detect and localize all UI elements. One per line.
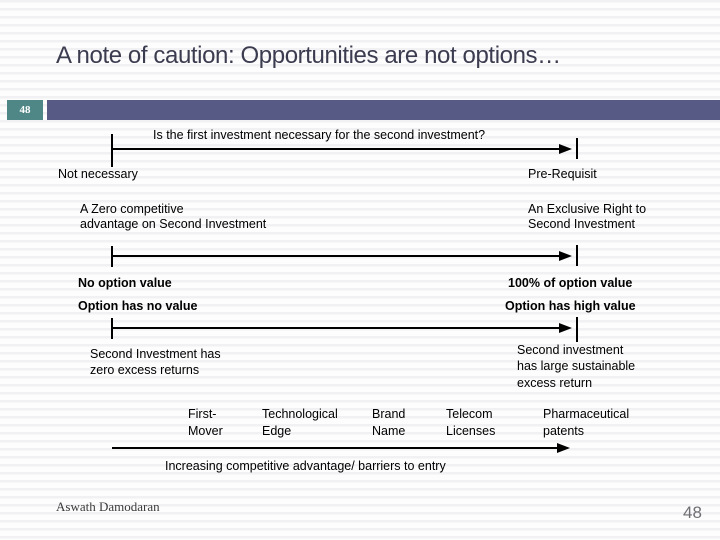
example-label: Brand [372, 407, 406, 421]
question-text: Is the first investment necessary for th… [153, 128, 486, 142]
right-result-line: has large sustainable [517, 359, 636, 373]
option-value-axis-line [112, 255, 560, 257]
right-value-line: Option has high value [505, 299, 636, 313]
right-branch-label: Pre-Requisit [528, 167, 597, 181]
left-branch-label: Not necessary [58, 167, 138, 181]
arrowhead-icon [557, 443, 570, 453]
example-label: Pharmaceutical [543, 407, 630, 421]
axis-end-tick [576, 245, 578, 266]
left-value-line: No option value [78, 276, 172, 290]
example-label: Mover [188, 424, 223, 438]
left-desc-line: advantage on Second Investment [80, 217, 267, 231]
example-label: Licenses [446, 424, 496, 438]
example-label: Edge [262, 424, 292, 438]
example-label: Name [372, 424, 406, 438]
right-value-line: 100% of option value [508, 276, 633, 290]
page-number: 48 [683, 503, 702, 522]
axis-end-tick [576, 317, 578, 342]
example-label: First- [188, 407, 217, 421]
axis-start-tick [111, 134, 113, 167]
arrowhead-icon [559, 144, 572, 154]
arrowhead-icon [559, 323, 572, 333]
axis-end-tick [576, 138, 578, 159]
slide-number-badge: 48 [7, 100, 43, 120]
right-result-line: Second investment [517, 343, 624, 357]
axis-caption: Increasing competitive advantage/ barrie… [165, 459, 446, 473]
advantage-axis-line [112, 447, 558, 449]
left-result-line: zero excess returns [90, 363, 200, 377]
left-result-line: Second Investment has [90, 347, 221, 361]
example-label: Telecom [446, 407, 493, 421]
arrowhead-icon [559, 251, 572, 261]
footer-author: Aswath Damodaran [56, 499, 160, 514]
header-accent-bar [47, 100, 720, 120]
question-axis-line [112, 148, 560, 150]
example-label: Technological [262, 407, 338, 421]
right-result-line: excess return [517, 376, 593, 390]
example-label: patents [543, 424, 585, 438]
right-desc-line: An Exclusive Right to [528, 202, 647, 216]
right-desc-line: Second Investment [528, 217, 636, 231]
left-desc-line: A Zero competitive [80, 202, 184, 216]
slide-title: A note of caution: Opportunities are not… [56, 42, 561, 69]
excess-return-axis-line [112, 327, 560, 329]
left-value-line: Option has no value [78, 299, 198, 313]
